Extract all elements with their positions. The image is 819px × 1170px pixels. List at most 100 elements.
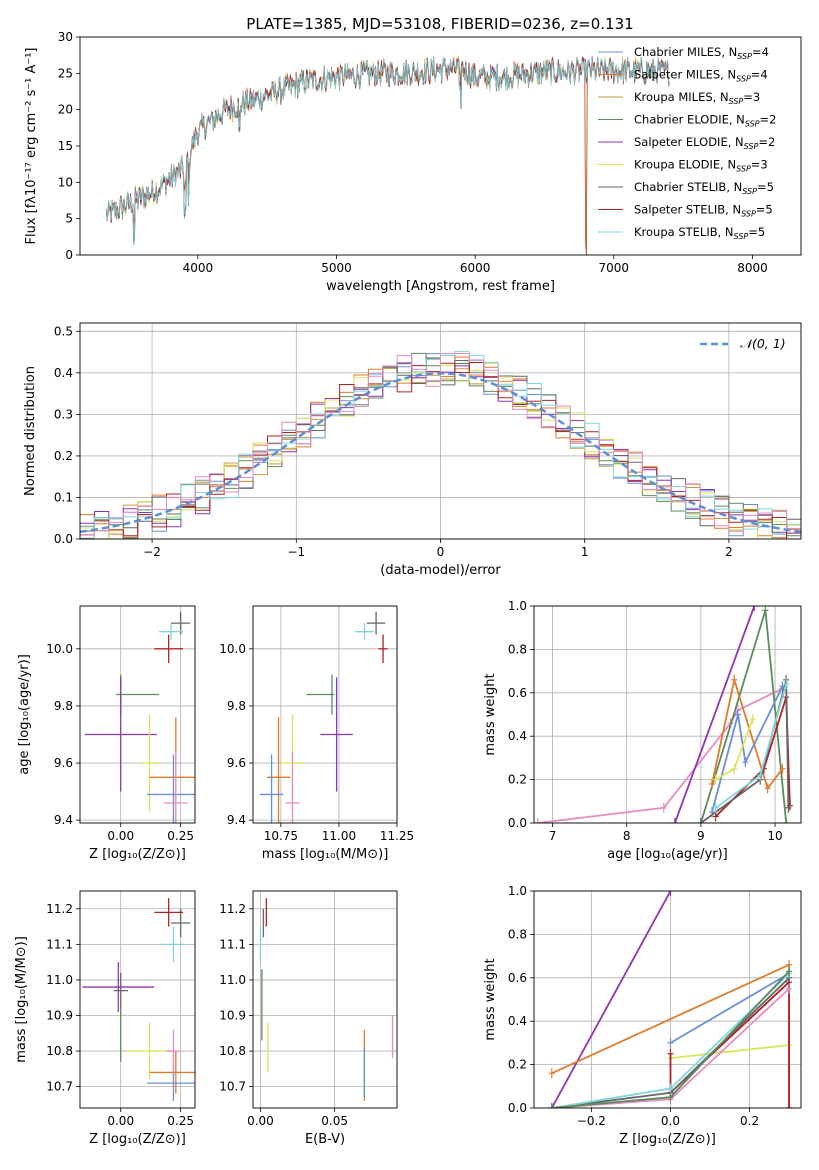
plot-area bbox=[259, 898, 394, 1101]
y-tick-label: 9.6 bbox=[54, 756, 73, 770]
y-tick-label: 10.8 bbox=[219, 1044, 246, 1058]
mass-weight-marker bbox=[671, 818, 678, 823]
y-tick-label: 0.4 bbox=[508, 729, 527, 743]
mass-weight-line-3 bbox=[670, 1044, 790, 1059]
x-tick-label: 5000 bbox=[321, 261, 352, 275]
mass-weight-marker bbox=[712, 802, 719, 813]
y-tick-label: 5 bbox=[65, 212, 73, 226]
x-axis-label: Z [log₁₀(Z/Z⊙)] bbox=[89, 847, 186, 862]
mass-weight-line-0 bbox=[537, 687, 783, 823]
errorbar-point bbox=[154, 898, 184, 927]
y-tick-label: 9.4 bbox=[54, 813, 73, 827]
y-axis-label: mass weight bbox=[483, 958, 498, 1040]
gaussian-curve bbox=[80, 372, 801, 533]
mass-weight-marker bbox=[731, 763, 738, 774]
errorbar-point bbox=[378, 634, 388, 664]
x-tick-label: 11.25 bbox=[380, 829, 414, 843]
errorbar-point bbox=[171, 908, 191, 938]
mass-weight-marker bbox=[667, 1083, 674, 1094]
mass-weight-marker bbox=[548, 1068, 555, 1079]
legend-label: Salpeter ELODIE, NSSP=2 bbox=[634, 135, 775, 151]
panel-spectrum: 4000 5000 6000 7000 8000 0 5 10 15 20 25 30 waveleng… bbox=[24, 30, 802, 294]
x-tick-label: 0.00 bbox=[107, 1114, 134, 1128]
mass-weight-marker bbox=[783, 679, 790, 690]
axes-frame bbox=[79, 36, 802, 256]
y-tick-label: 11.1 bbox=[46, 937, 73, 951]
mass-weight-marker bbox=[667, 891, 674, 896]
axes-frame bbox=[79, 890, 196, 1109]
mass-weight-line-8 bbox=[715, 683, 788, 809]
mass-weight-marker bbox=[749, 713, 756, 724]
plot-area bbox=[84, 611, 195, 823]
y-tick-label: 11.2 bbox=[46, 902, 73, 916]
legend-label: Kroupa STELIB, NSSP=5 bbox=[634, 225, 765, 241]
mass-weight-marker bbox=[548, 1103, 555, 1108]
y-axis-label: Normed distribution bbox=[23, 366, 38, 496]
legend-label: Chabrier STELIB, NSSP=5 bbox=[634, 180, 774, 196]
y-axis-label: mass [log₁₀(M/M⊙)] bbox=[14, 936, 29, 1063]
x-tick-label: 0.05 bbox=[321, 1114, 348, 1128]
y-tick-label: 0.8 bbox=[508, 927, 527, 941]
plot-area bbox=[534, 606, 793, 823]
x-tick-label: 0.25 bbox=[167, 829, 194, 843]
y-tick-label: 9.6 bbox=[227, 756, 246, 770]
errorbar-point bbox=[266, 717, 291, 823]
x-axis-label: mass [log₁₀(M/M⊙)] bbox=[262, 847, 389, 862]
x-tick-label: 0.25 bbox=[167, 1114, 194, 1128]
panel-mass_weight_vs_age: 7 8 9 10 0.0 0.2 0.4 0.6 0.8 1.0 age [log₁₀(age/yr… bbox=[483, 599, 802, 862]
spectrum-line-8 bbox=[105, 57, 670, 246]
y-tick-label: 0.0 bbox=[508, 816, 527, 830]
mass-weight-line-3 bbox=[711, 676, 784, 791]
y-tick-label: 11.1 bbox=[219, 937, 246, 951]
histogram-9 bbox=[80, 353, 801, 536]
plot-area bbox=[80, 351, 801, 539]
legend-label: Kroupa ELODIE, NSSP=3 bbox=[634, 158, 768, 174]
mass-weight-marker bbox=[786, 966, 793, 977]
errorbar-point bbox=[259, 754, 284, 823]
x-tick-label: 0.0 bbox=[661, 1114, 680, 1128]
x-axis-label: Z [log₁₀(Z/Z⊙)] bbox=[619, 1132, 716, 1147]
y-tick-label: 0.6 bbox=[508, 686, 527, 700]
mass-weight-line-4 bbox=[711, 685, 784, 813]
mass-weight-marker bbox=[731, 674, 738, 685]
errorbar-point bbox=[366, 611, 386, 635]
plot-area bbox=[105, 55, 670, 255]
mass-weight-marker bbox=[764, 783, 771, 794]
y-tick-label: 9.8 bbox=[54, 699, 73, 713]
errorbar-point bbox=[355, 623, 374, 641]
mass-weight-marker bbox=[712, 774, 719, 785]
y-tick-label: 0.1 bbox=[54, 490, 73, 504]
axes-frame bbox=[79, 605, 196, 824]
panel-age_vs_Z: 0.00 0.25 9.4 9.6 9.8 10.0 Z [log₁₀(Z/Z⊙)] age … bbox=[17, 605, 196, 862]
mass-weight-line-0 bbox=[551, 891, 672, 1108]
mass-weight-marker bbox=[667, 1037, 674, 1048]
y-tick-label: 9.4 bbox=[227, 813, 246, 827]
axes-frame bbox=[252, 605, 398, 824]
errorbar-point bbox=[149, 1051, 195, 1094]
x-tick-label: 11.00 bbox=[322, 829, 356, 843]
y-tick-label: 10.9 bbox=[219, 1009, 246, 1023]
legend-label: Salpeter MILES, NSSP=4 bbox=[634, 68, 768, 84]
errorbar-point bbox=[82, 962, 155, 1012]
mass-weight-marker bbox=[751, 606, 758, 611]
y-tick-label: 0.2 bbox=[508, 773, 527, 787]
y-tick-label: 11.0 bbox=[219, 973, 246, 987]
mass-weight-marker bbox=[757, 770, 764, 781]
y-tick-label: 10.8 bbox=[46, 1044, 73, 1058]
mass-weight-line-1 bbox=[674, 606, 756, 823]
x-tick-label: −2 bbox=[143, 545, 161, 559]
plot-area bbox=[548, 891, 793, 1108]
errorbar-point bbox=[139, 714, 160, 812]
x-tick-label: 7 bbox=[549, 829, 557, 843]
y-tick-label: 0 bbox=[65, 248, 73, 262]
y-tick-label: 0.4 bbox=[508, 1014, 527, 1028]
y-tick-label: 11.2 bbox=[219, 902, 246, 916]
axes-frame bbox=[533, 605, 802, 824]
y-tick-label: 0.3 bbox=[54, 407, 73, 421]
axes-frame bbox=[252, 890, 398, 1109]
y-tick-label: 0.2 bbox=[508, 1058, 527, 1072]
mass-weight-marker bbox=[709, 778, 715, 789]
plot-area bbox=[82, 898, 195, 1101]
y-tick-label: 1.0 bbox=[508, 884, 527, 898]
